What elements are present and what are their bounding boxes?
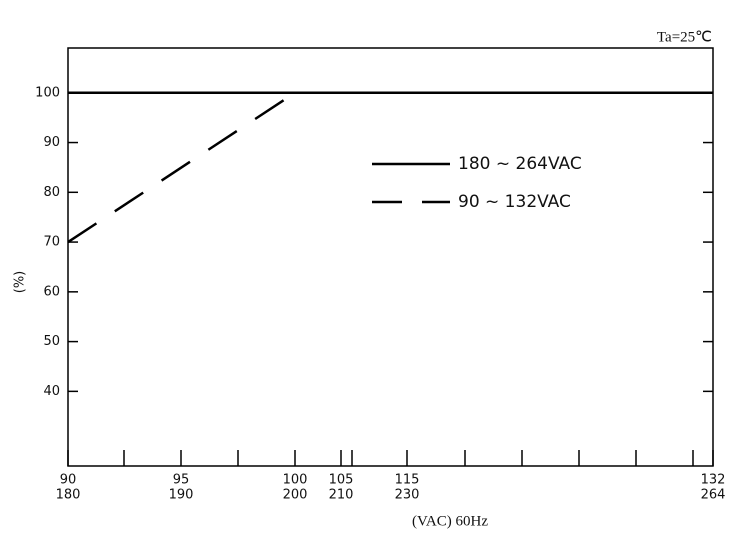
x-tick-label: 132: [701, 473, 726, 488]
y-tick-label: 70: [43, 235, 60, 250]
x-tick-label: 115: [395, 473, 420, 488]
x2-tick-label: 230: [395, 488, 420, 503]
y-tick-label: 40: [43, 384, 60, 399]
y-tick-label: 100: [35, 85, 60, 100]
y-tick-label: 50: [43, 334, 60, 349]
x2-tick-label: 264: [701, 488, 726, 503]
x-axis-label: (VAC) 60Hz: [412, 513, 488, 529]
x-tick-label: 105: [329, 473, 354, 488]
legend-label: 180 ~ 264VAC: [458, 154, 582, 174]
y-tick-label: 90: [43, 135, 60, 150]
y-axis-label: (%): [13, 271, 28, 294]
annotation: Ta=25℃: [657, 29, 712, 45]
plot-frame: [67, 47, 714, 467]
x-tick-label: 90: [60, 473, 77, 488]
x2-tick-label: 190: [169, 488, 194, 503]
x-tick-label: 95: [173, 473, 190, 488]
x2-tick-label: 210: [329, 488, 354, 503]
x2-tick-label: 180: [56, 488, 81, 503]
legend-label: 90 ~ 132VAC: [458, 192, 571, 212]
series-line: [67, 91, 296, 244]
y-tick-label: 80: [43, 185, 60, 200]
x2-tick-label: 200: [283, 488, 308, 503]
x-tick-label: 100: [283, 473, 308, 488]
y-tick-label: 60: [43, 284, 60, 299]
